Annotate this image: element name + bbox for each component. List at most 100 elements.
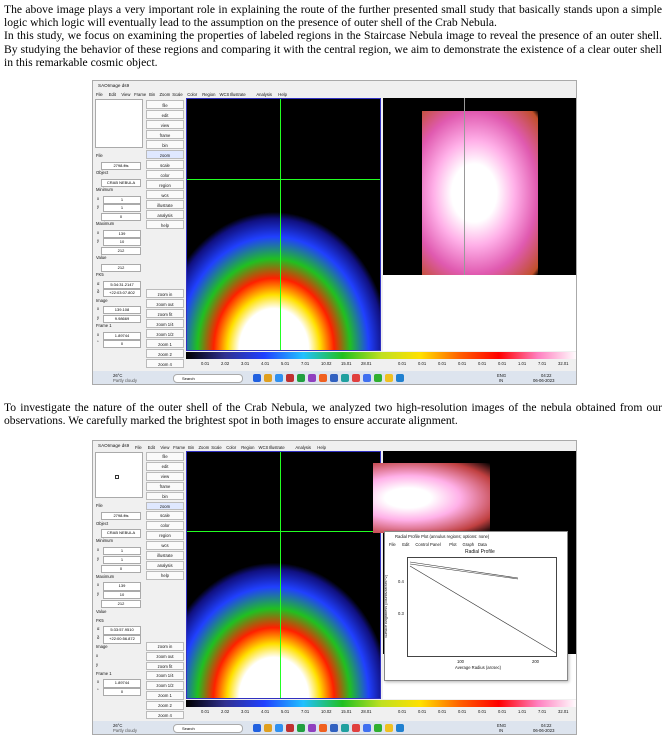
menu-item[interactable]: Region: [241, 445, 255, 450]
button[interactable]: edit: [146, 461, 184, 471]
button[interactable]: analysis: [146, 210, 184, 219]
menu-item[interactable]: Region: [202, 92, 216, 97]
menu-item[interactable]: Color: [187, 92, 198, 97]
button[interactable]: frame: [146, 130, 184, 139]
button[interactable]: region: [146, 180, 184, 189]
button[interactable]: zoom fit: [146, 661, 184, 671]
button[interactable]: zoom in: [146, 642, 184, 651]
image-frame: [383, 98, 576, 351]
menu-item[interactable]: WCS: [258, 445, 269, 450]
colorbar-label: 0.01: [458, 361, 467, 366]
colorbar-label: 0.01: [201, 709, 210, 714]
x-tick-label: 200: [532, 659, 539, 664]
button[interactable]: bin: [146, 140, 184, 149]
button[interactable]: view: [146, 471, 184, 481]
button[interactable]: bin: [146, 491, 184, 501]
search-box[interactable]: Search: [173, 374, 243, 383]
dialog-menu-item[interactable]: Control Panel: [415, 542, 441, 547]
button[interactable]: zoom 4: [146, 359, 184, 368]
button[interactable]: zoom: [146, 501, 184, 511]
menu-item[interactable]: WCS: [219, 92, 230, 97]
button[interactable]: help: [146, 570, 184, 580]
menu-item[interactable]: File: [96, 92, 103, 97]
button[interactable]: view: [146, 120, 184, 129]
info-value: 0: [103, 340, 141, 349]
taskbar-icon: [286, 374, 294, 382]
button[interactable]: region: [146, 531, 184, 541]
menu-item[interactable]: File: [135, 445, 142, 450]
menu-item[interactable]: Zoom: [159, 92, 171, 97]
info-axis: δ: [97, 635, 100, 641]
colorbar-label: 4.01: [261, 709, 270, 714]
info-value: 1.89744: [103, 679, 141, 688]
menu-item[interactable]: Illustrate: [229, 92, 246, 97]
button[interactable]: file: [146, 100, 184, 109]
info-value: 9.98669: [103, 314, 141, 323]
button[interactable]: zoom 2: [146, 349, 184, 358]
taskbar-icon: [275, 374, 283, 382]
button[interactable]: scale: [146, 511, 184, 521]
menu-item[interactable]: Illustrate: [268, 445, 285, 450]
taskbar-icon: [253, 374, 261, 382]
button[interactable]: frame: [146, 481, 184, 491]
button[interactable]: zoom 1/2: [146, 329, 184, 338]
button[interactable]: zoom 1/4: [146, 319, 184, 328]
menu-item[interactable]: Edit: [147, 445, 155, 450]
menu-item[interactable]: Scale: [211, 445, 222, 450]
preview: [95, 99, 143, 148]
button[interactable]: wcs: [146, 541, 184, 550]
colorbar-label: 15.01: [341, 361, 352, 366]
search-box[interactable]: Search: [173, 724, 243, 733]
button[interactable]: zoom fit: [146, 309, 184, 318]
button[interactable]: zoom out: [146, 651, 184, 661]
button[interactable]: illustrate: [146, 200, 184, 209]
button[interactable]: edit: [146, 110, 184, 119]
button[interactable]: illustrate: [146, 551, 184, 560]
button[interactable]: zoom 1: [146, 691, 184, 700]
menu-item[interactable]: Help: [278, 92, 287, 97]
colorbar-label: 1.01: [518, 361, 527, 366]
colorbar-label: 0.01: [438, 361, 447, 366]
dialog-menu-item[interactable]: Plot: [449, 542, 457, 547]
button[interactable]: zoom 1: [146, 339, 184, 348]
info-value: 10: [103, 591, 141, 600]
menu-item[interactable]: Frame: [134, 92, 147, 97]
menu-item[interactable]: Scale: [172, 92, 183, 97]
menu-item[interactable]: Analysis: [256, 92, 272, 97]
dialog-menu-item[interactable]: Edit: [402, 542, 410, 547]
info-label: Minimum: [96, 187, 113, 193]
button[interactable]: color: [146, 521, 184, 531]
button[interactable]: scale: [146, 160, 184, 169]
menu-item[interactable]: Bin: [188, 445, 195, 450]
button[interactable]: help: [146, 220, 184, 229]
dialog-menu-item[interactable]: Graph: [462, 542, 475, 547]
menu-item[interactable]: Zoom: [198, 445, 210, 450]
colorbar-label: 5.01: [281, 709, 290, 714]
menu-item[interactable]: Color: [226, 445, 237, 450]
button[interactable]: zoom 1/4: [146, 671, 184, 681]
x-axis-label: Average Radius (arcsec): [455, 665, 502, 670]
button[interactable]: zoom in: [146, 289, 184, 298]
menu-item[interactable]: Bin: [149, 92, 156, 97]
button[interactable]: zoom: [146, 150, 184, 159]
dialog-menu-item[interactable]: File: [389, 542, 396, 547]
button[interactable]: zoom 4: [146, 710, 184, 720]
info-value: 5:34:31.2147: [103, 280, 141, 289]
button[interactable]: file: [146, 452, 184, 461]
info-value: 212: [101, 246, 141, 255]
menu-item[interactable]: Help: [317, 445, 326, 450]
button[interactable]: zoom 1/2: [146, 681, 184, 690]
button[interactable]: zoom out: [146, 299, 184, 308]
info-value: 139: [103, 229, 141, 238]
menu-item[interactable]: View: [160, 445, 170, 450]
button[interactable]: color: [146, 170, 184, 179]
menu-item[interactable]: Edit: [108, 92, 116, 97]
menu-item[interactable]: View: [121, 92, 131, 97]
button[interactable]: analysis: [146, 560, 184, 570]
menu-item[interactable]: Analysis: [295, 445, 311, 450]
region: IN: [499, 728, 504, 733]
button[interactable]: zoom 2: [146, 700, 184, 710]
button[interactable]: wcs: [146, 190, 184, 199]
dialog-menu-item[interactable]: Data: [478, 542, 487, 547]
menu-item[interactable]: Frame: [173, 445, 186, 450]
